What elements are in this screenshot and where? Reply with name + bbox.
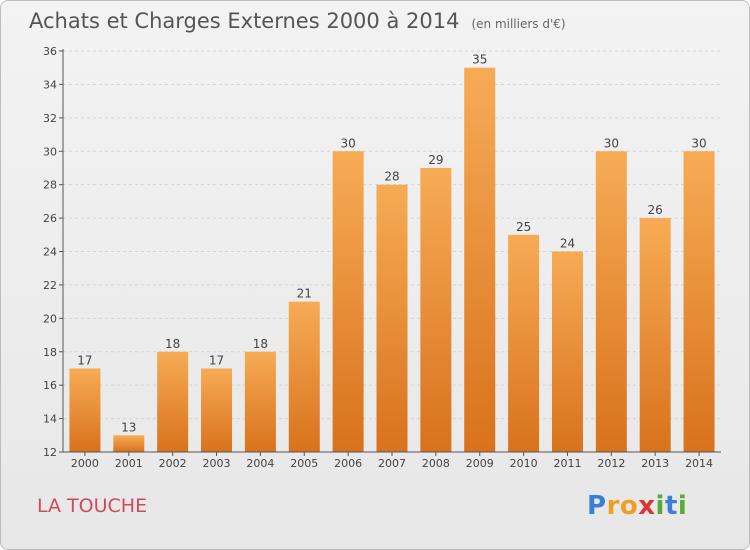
bar-value-label: 30 bbox=[604, 136, 619, 150]
bar-value-label: 17 bbox=[209, 353, 224, 367]
x-tick-label: 2012 bbox=[597, 457, 625, 470]
y-tick-label: 14 bbox=[43, 413, 57, 426]
bar-value-label: 35 bbox=[472, 53, 487, 67]
x-tick-label: 2005 bbox=[290, 457, 318, 470]
y-tick-label: 22 bbox=[43, 279, 57, 292]
x-tick-label: 2002 bbox=[159, 457, 187, 470]
y-tick-label: 16 bbox=[43, 379, 57, 392]
bar-value-label: 17 bbox=[77, 353, 92, 367]
y-tick-label: 26 bbox=[43, 212, 57, 225]
x-tick-label: 2013 bbox=[641, 457, 669, 470]
bar bbox=[551, 251, 583, 452]
y-tick-label: 12 bbox=[43, 446, 57, 459]
proxiti-logo[interactable]: Proxiti bbox=[587, 491, 688, 521]
unit-note: (en milliers d'€) bbox=[471, 17, 566, 31]
bar-value-label: 30 bbox=[340, 136, 355, 150]
y-tick-label: 18 bbox=[43, 346, 57, 359]
x-tick-label: 2009 bbox=[466, 457, 494, 470]
bar bbox=[420, 167, 452, 453]
y-tick-label: 24 bbox=[43, 246, 57, 259]
bar-value-label: 29 bbox=[428, 153, 443, 167]
bar bbox=[639, 218, 671, 452]
bar bbox=[595, 151, 627, 452]
bar bbox=[288, 301, 320, 452]
bar-value-label: 18 bbox=[253, 337, 268, 351]
bar-value-label: 13 bbox=[121, 420, 136, 434]
x-tick-label: 2010 bbox=[510, 457, 538, 470]
y-tick-label: 20 bbox=[43, 312, 57, 325]
x-tick-label: 2008 bbox=[422, 457, 450, 470]
x-tick-label: 2011 bbox=[553, 457, 581, 470]
bar bbox=[464, 67, 496, 452]
bar-value-label: 24 bbox=[560, 237, 575, 251]
bar bbox=[201, 368, 233, 452]
bar-value-label: 30 bbox=[691, 136, 706, 150]
bar bbox=[508, 234, 540, 452]
commune-name: LA TOUCHE bbox=[37, 495, 148, 517]
chart-title-text: Achats et Charges Externes 2000 à 2014 bbox=[29, 9, 460, 33]
y-tick-label: 30 bbox=[43, 145, 57, 158]
bar bbox=[244, 351, 276, 452]
bar bbox=[332, 151, 364, 452]
x-tick-label: 2007 bbox=[378, 457, 406, 470]
bar bbox=[376, 184, 408, 452]
bar bbox=[69, 368, 101, 452]
bar-value-label: 25 bbox=[516, 220, 531, 234]
axis-layer: 12 14 16 18 20 22 24 26 28 30 32 34 36 2000 2001 2002 20… bbox=[43, 45, 721, 470]
y-tick-label: 32 bbox=[43, 112, 57, 125]
x-tick-label: 2003 bbox=[203, 457, 231, 470]
x-tick-label: 2000 bbox=[71, 457, 99, 470]
bar bbox=[157, 351, 189, 452]
y-tick-label: 34 bbox=[43, 78, 57, 91]
bar-value-label: 21 bbox=[297, 287, 312, 301]
x-tick-label: 2004 bbox=[246, 457, 274, 470]
chart-title: Achats et Charges Externes 2000 à 2014 (e… bbox=[29, 9, 566, 33]
x-tick-label: 2006 bbox=[334, 457, 362, 470]
bar bbox=[683, 151, 715, 452]
bar bbox=[113, 435, 145, 452]
bar-value-label: 18 bbox=[165, 337, 180, 351]
y-tick-label: 36 bbox=[43, 45, 57, 58]
x-tick-label: 2001 bbox=[115, 457, 143, 470]
y-tick-label: 28 bbox=[43, 179, 57, 192]
bar-value-label: 28 bbox=[384, 170, 399, 184]
x-tick-label: 2014 bbox=[685, 457, 713, 470]
bar-layer: 17 13 18 17 18 21 30 28 29 35 25 24 30 26 30 bbox=[69, 53, 715, 453]
bar-value-label: 26 bbox=[648, 203, 663, 217]
